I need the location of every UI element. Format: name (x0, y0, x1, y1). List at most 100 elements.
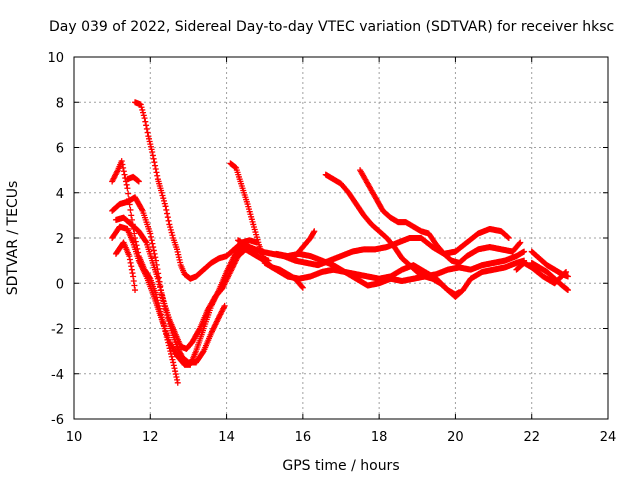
data-point (161, 200, 168, 207)
data-point (124, 185, 131, 192)
data-point (132, 287, 139, 294)
data-point (196, 326, 203, 333)
data-point (174, 379, 181, 386)
data-point (140, 112, 147, 119)
data-point (159, 192, 166, 199)
data-point (152, 165, 159, 172)
y-axis-label: SDTVAR / TECUs (5, 181, 21, 296)
data-point (138, 104, 145, 111)
data-point (132, 238, 139, 245)
x-axis-label: GPS time / hours (282, 458, 399, 474)
x-tick-label: 24 (600, 430, 617, 445)
data-point (142, 238, 149, 245)
x-tick-label: 14 (218, 430, 235, 445)
data-point (164, 210, 171, 217)
data-point (159, 295, 166, 302)
data-point (173, 373, 180, 380)
x-tick-label: 20 (447, 430, 464, 445)
data-point (168, 229, 175, 236)
data-point (157, 284, 164, 291)
data-point (164, 214, 171, 221)
data-point (150, 247, 157, 254)
data-point (156, 281, 163, 288)
data-point (172, 371, 179, 378)
y-tick-label: 6 (56, 142, 64, 157)
data-point (161, 197, 168, 204)
data-point (505, 234, 512, 241)
data-point (121, 171, 128, 178)
data-point (155, 278, 162, 285)
data-point (152, 254, 159, 261)
data-point (150, 155, 157, 162)
data-point (299, 283, 306, 290)
y-tick-label: 0 (56, 277, 64, 292)
y-tick-label: 4 (56, 187, 64, 202)
data-point (139, 106, 146, 113)
data-point (174, 376, 181, 383)
data-point (160, 195, 167, 202)
data-point (167, 226, 174, 233)
y-tick-label: -4 (51, 368, 64, 383)
data-point (142, 118, 149, 125)
data-point (163, 206, 170, 213)
data-point (120, 168, 127, 175)
data-point (563, 268, 570, 275)
data-point (169, 356, 176, 363)
data-point (516, 240, 523, 247)
data-point (564, 273, 571, 280)
data-point (517, 239, 524, 246)
data-point (125, 190, 132, 197)
y-tick-label: 10 (47, 51, 64, 66)
data-point (162, 203, 169, 210)
data-point (169, 232, 176, 239)
data-point (128, 212, 135, 219)
data-point (120, 164, 127, 171)
data-point (150, 244, 157, 251)
data-point (170, 362, 177, 369)
data-point (152, 162, 159, 169)
data-point (123, 181, 130, 188)
data-point (158, 189, 165, 196)
data-point (221, 302, 228, 309)
data-points (109, 99, 571, 386)
data-point (157, 287, 164, 294)
data-point (311, 228, 318, 235)
data-point (151, 159, 158, 166)
data-point (168, 353, 175, 360)
x-tick-label: 12 (142, 430, 159, 445)
y-tick-label: -6 (51, 413, 64, 428)
data-point (165, 217, 172, 224)
data-point (135, 178, 142, 185)
data-point (167, 224, 174, 231)
data-point (521, 248, 528, 255)
data-point (127, 206, 134, 213)
data-point (154, 172, 161, 179)
data-point (171, 365, 178, 372)
data-point (143, 122, 150, 129)
data-point (154, 275, 161, 282)
data-point (158, 289, 165, 296)
data-point (118, 158, 125, 165)
data-point (505, 235, 512, 241)
data-point (144, 129, 151, 136)
x-tick-label: 18 (371, 430, 388, 445)
data-point (137, 101, 144, 108)
data-point (172, 368, 179, 375)
grid-lines (74, 57, 608, 419)
data-point (138, 206, 145, 213)
data-point (141, 115, 148, 122)
data-point (149, 240, 156, 247)
x-tick-label: 16 (295, 430, 312, 445)
data-point (562, 269, 569, 276)
data-point (456, 289, 463, 296)
data-point (148, 233, 155, 240)
y-tick-label: -2 (51, 323, 64, 338)
data-point (143, 125, 150, 132)
data-point (149, 149, 156, 156)
data-point (166, 221, 173, 228)
data-point (159, 292, 166, 299)
x-tick-label: 10 (66, 430, 83, 445)
data-point (564, 287, 571, 294)
